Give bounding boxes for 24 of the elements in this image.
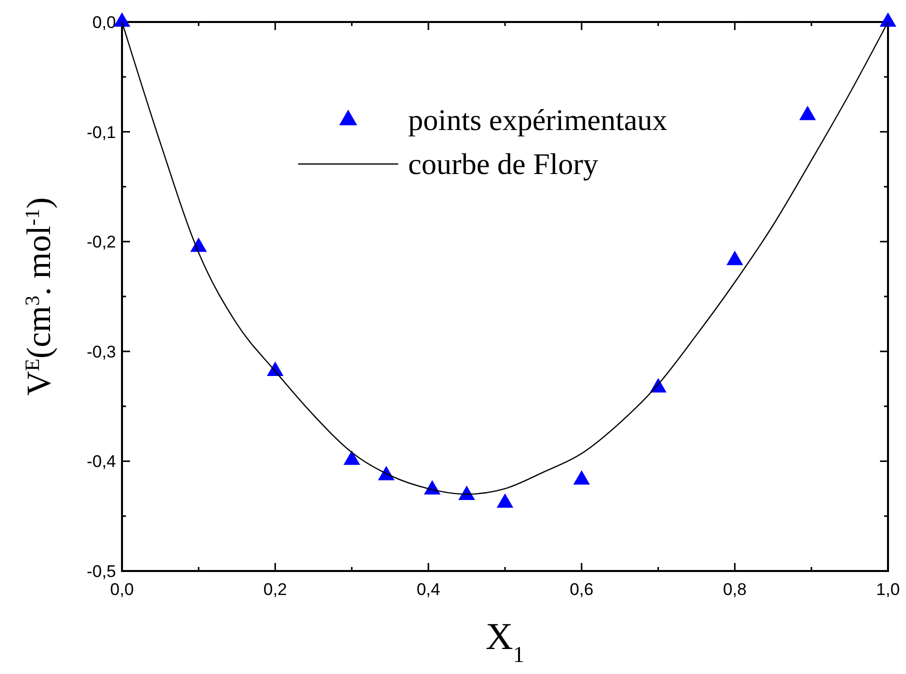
point — [496, 493, 514, 508]
x-tick-label: 0,6 — [570, 580, 594, 599]
legend-label: courbe de Flory — [408, 148, 598, 181]
point — [114, 12, 130, 27]
x-tick-label: 0,4 — [416, 580, 440, 599]
y-tick-label: 0,0 — [92, 13, 116, 32]
x-tick-label: 0,8 — [722, 580, 747, 599]
point — [573, 470, 590, 485]
y-tick-label: -0,2 — [86, 232, 116, 252]
y-tick-label: -0,5 — [86, 562, 116, 581]
x-tick-label: 1,0 — [876, 580, 900, 599]
y-tick-label: -0,4 — [86, 452, 116, 472]
point — [458, 486, 476, 500]
point — [726, 250, 744, 266]
point — [343, 450, 360, 465]
point — [190, 237, 207, 252]
x-tick-label: 0,0 — [110, 580, 134, 599]
y-tick-label: -0,1 — [86, 122, 116, 142]
legend-label: points expérimentaux — [408, 104, 668, 137]
point — [799, 106, 816, 120]
point — [880, 12, 896, 27]
x-tick-label: 0,2 — [263, 580, 288, 599]
y-tick-label: -0,3 — [86, 342, 116, 362]
x-axis-title: X$_{1}$ — [486, 616, 524, 666]
